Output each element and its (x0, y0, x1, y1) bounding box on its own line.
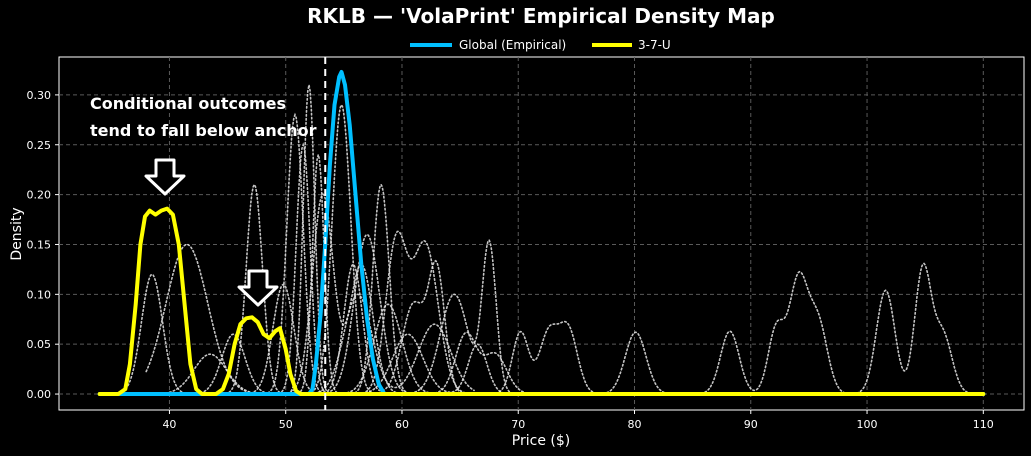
y-tick-label: 0.15 (27, 238, 52, 251)
x-tick-label: 40 (162, 418, 176, 431)
background-density-path (145, 112, 408, 395)
x-tick-label: 110 (973, 418, 994, 431)
x-tick-label: 50 (279, 418, 293, 431)
x-tick-label: 60 (395, 418, 409, 431)
series-line-global-empirical (97, 70, 986, 396)
y-tick-label: 0.25 (27, 139, 52, 152)
y-axis-label: Density (9, 207, 25, 260)
background-density-path (212, 182, 402, 395)
legend-label-3-7-u: 3-7-U (638, 38, 671, 52)
y-tick-label: 0.30 (27, 89, 52, 102)
background-density-path (844, 262, 985, 395)
y-tick-label: 0.05 (27, 338, 52, 351)
background-density-path (594, 331, 678, 395)
x-tick-label: 90 (744, 418, 758, 431)
background-density-path (241, 283, 519, 395)
background-density-path (110, 103, 382, 395)
axis-ticks: 40 50 60 70 80 90 100 110 0.00 0.05 0.10 0.15 0.20 0.… (27, 89, 994, 431)
x-tick-label: 70 (511, 418, 525, 431)
x-tick-label: 100 (857, 418, 878, 431)
background-density-path (688, 270, 860, 395)
background-density-path (346, 303, 537, 395)
y-tick-label: 0.00 (27, 388, 52, 401)
annotation-line-1: Conditional outcomes (90, 94, 286, 113)
plot-frame (58, 56, 1025, 411)
legend: Global (Empirical) 3-7-U (410, 38, 671, 52)
y-tick-label: 0.20 (27, 189, 52, 202)
background-density-path (191, 293, 475, 395)
series-line-3-7-u (97, 206, 986, 396)
arrow-down-icon (237, 269, 279, 307)
legend-label-global: Global (Empirical) (459, 38, 566, 52)
arrow-down-icon (144, 158, 186, 196)
background-density-path (311, 259, 478, 395)
annotation-line-2: tend to fall below anchor (90, 121, 317, 140)
x-axis-label: Price ($) (512, 433, 570, 449)
y-tick-label: 0.10 (27, 288, 52, 301)
x-tick-label: 80 (628, 418, 642, 431)
background-density-path (479, 320, 610, 395)
chart-title: RKLB — 'VolaPrint' Empirical Density Map (307, 4, 775, 28)
series-lines (97, 70, 986, 396)
